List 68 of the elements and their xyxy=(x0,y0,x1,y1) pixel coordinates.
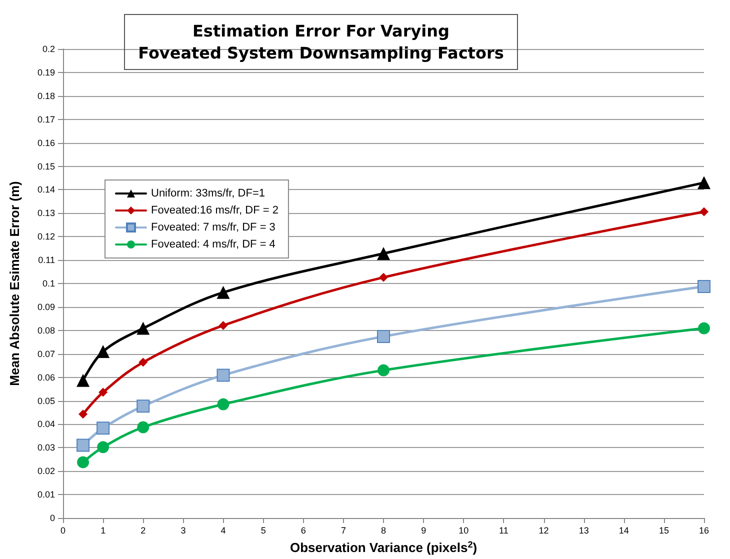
point xyxy=(378,364,390,376)
y-tick-label: 0.08 xyxy=(37,325,55,336)
point xyxy=(97,441,110,454)
y-tick-label: 0 xyxy=(50,513,55,523)
point xyxy=(377,330,390,343)
x-tick-label: 11 xyxy=(499,526,508,536)
legend-label: Foveated: 4 ms/fr, DF = 4 xyxy=(151,238,276,250)
x-tick-label: 5 xyxy=(260,526,266,536)
y-tick-label: 0.18 xyxy=(37,90,55,101)
y-tick-label: 0.07 xyxy=(37,348,55,359)
y-tick-label: 0.2 xyxy=(42,44,55,54)
point xyxy=(137,421,150,434)
y-tick-label: 0.09 xyxy=(37,302,55,312)
point xyxy=(96,422,110,435)
y-tick-label: 0.14 xyxy=(37,184,55,195)
point xyxy=(216,368,230,382)
point xyxy=(136,322,150,335)
point xyxy=(700,207,708,216)
chart-title: Estimation Error For Varying Foveated System Downsampling Factors xyxy=(138,22,504,62)
point xyxy=(379,272,388,282)
point xyxy=(698,322,710,334)
y-axis-title: Mean Absolute Esimate Error (m) xyxy=(7,181,22,386)
y-tick-label: 0.19 xyxy=(37,67,55,78)
y-tick-label: 0.17 xyxy=(37,114,55,124)
x-tick-label: 8 xyxy=(380,526,386,536)
point xyxy=(76,374,90,387)
point xyxy=(377,246,390,260)
x-tick-label: 7 xyxy=(340,526,346,536)
point xyxy=(698,176,710,190)
x-tick-label: 9 xyxy=(421,526,426,536)
legend-label: Uniform: 33ms/fr, DF=1 xyxy=(151,188,266,200)
point xyxy=(96,345,110,358)
y-tick-label: 0.04 xyxy=(37,419,55,430)
y-tick-label: 0.12 xyxy=(37,232,55,242)
point xyxy=(78,410,88,419)
y-tick-label: 0.15 xyxy=(37,161,55,172)
x-tick-label: 2 xyxy=(140,526,146,536)
y-tick-label: 0.02 xyxy=(37,466,55,476)
y-tick-label: 0.11 xyxy=(38,255,55,266)
x-tick-label: 0 xyxy=(60,526,66,536)
x-tick-label: 6 xyxy=(300,526,306,536)
x-tick-label: 12 xyxy=(538,526,549,536)
point xyxy=(217,398,230,410)
y-tick-label: 0.03 xyxy=(37,442,55,453)
x-tick-label: 4 xyxy=(220,526,226,536)
x-tick-label: 3 xyxy=(180,526,186,536)
y-tick-label: 0.06 xyxy=(37,372,55,382)
point xyxy=(216,286,230,299)
x-tick-label: 1 xyxy=(100,526,106,536)
point xyxy=(698,280,710,294)
point xyxy=(76,438,90,452)
x-tick-label: 10 xyxy=(458,526,469,536)
point xyxy=(77,456,90,468)
point xyxy=(138,358,148,367)
y-tick-label: 0.1 xyxy=(42,278,55,288)
legend-label: Foveated:16 ms/fr, DF = 2 xyxy=(151,204,278,216)
y-tick-label: 0.01 xyxy=(37,490,55,500)
point xyxy=(136,400,150,413)
legend-label: Foveated: 7 ms/fr, DF = 3 xyxy=(151,222,276,234)
x-tick-label: 13 xyxy=(578,526,589,536)
point xyxy=(98,388,108,397)
x-tick-label: 14 xyxy=(618,526,629,536)
x-tick-label: 16 xyxy=(698,526,710,536)
y-tick-label: 0.05 xyxy=(37,396,55,406)
point xyxy=(218,320,228,330)
y-tick-label: 0.13 xyxy=(37,208,55,218)
y-tick-label: 0.16 xyxy=(37,138,55,148)
x-tick-label: 15 xyxy=(658,526,669,536)
